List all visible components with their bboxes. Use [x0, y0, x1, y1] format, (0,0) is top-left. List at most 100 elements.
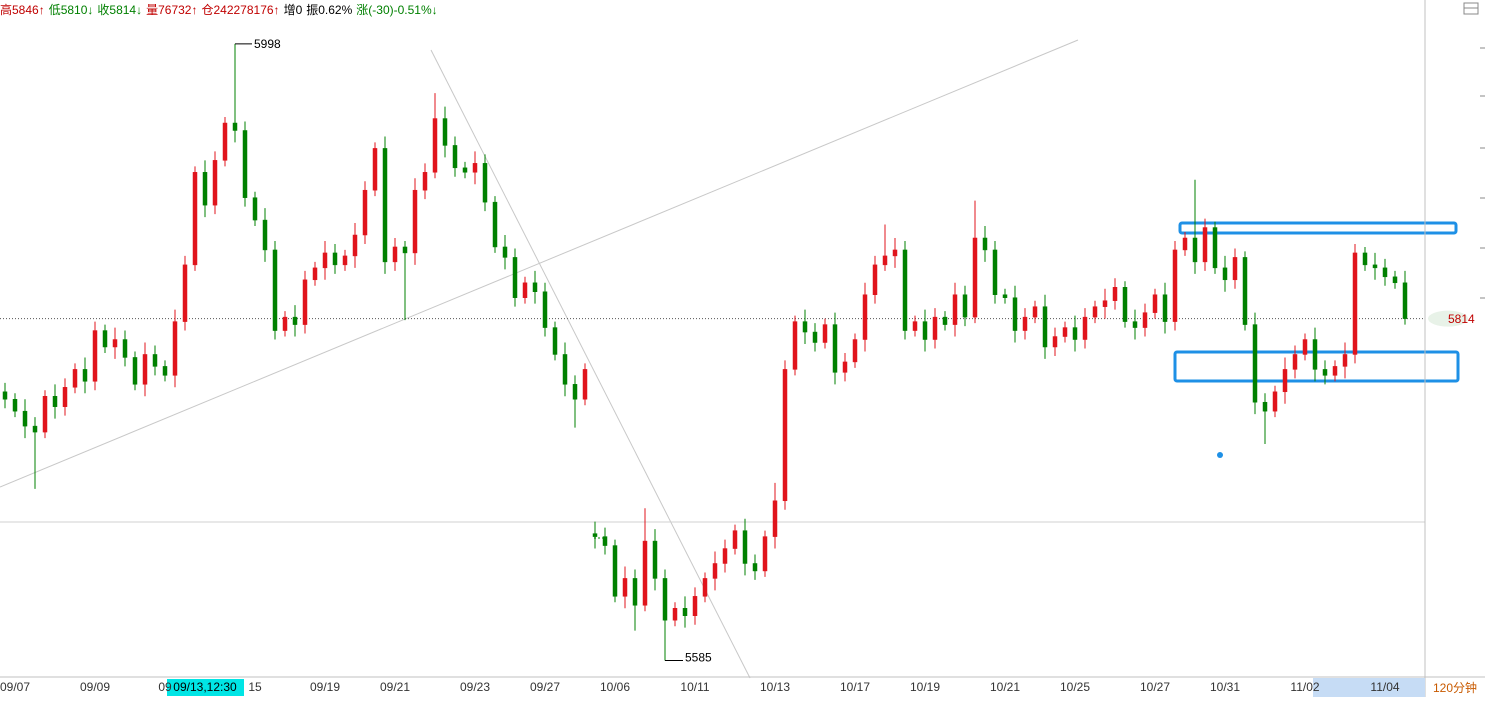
candle-body [1082, 316, 1088, 340]
candle-body [92, 330, 98, 382]
header-item: 低5810↓ [49, 3, 94, 17]
x-tick-label: 09/07 [0, 680, 30, 694]
candle-body [292, 316, 298, 325]
price-tag-bg [1428, 310, 1468, 327]
x-tick-label: 09 [158, 680, 172, 694]
x-tick-label: 09/09 [80, 680, 110, 694]
candle-body [852, 339, 858, 363]
candle-body [1002, 294, 1008, 298]
candle-body [172, 321, 178, 376]
candle-body [422, 172, 428, 191]
candle-body [972, 237, 978, 318]
x-tick-label: 10/27 [1140, 680, 1170, 694]
candle-body [1182, 237, 1188, 251]
candle-body [1052, 336, 1058, 348]
candle-body [612, 545, 618, 597]
candle-body [1192, 237, 1198, 263]
candle-body [312, 267, 318, 281]
header-item: 量76732↑ [146, 3, 197, 17]
candle-body [882, 255, 888, 266]
period-box [1426, 678, 1485, 697]
candle-body [432, 118, 438, 173]
x-tick-label: 09/19 [310, 680, 340, 694]
header-item: 振0.62% [306, 3, 352, 17]
candle-body [1272, 391, 1278, 412]
candle-body [552, 327, 558, 355]
candle-body [792, 321, 798, 370]
candle-body [1302, 339, 1308, 355]
candle-body [1172, 249, 1178, 322]
candle-body [692, 596, 698, 616]
candle-body [1152, 294, 1158, 313]
candle-body [262, 219, 268, 251]
candle-body [1072, 327, 1078, 340]
candle-body [1312, 339, 1318, 370]
candle-body [542, 291, 548, 328]
candle-body [1092, 306, 1098, 318]
candle-body [222, 122, 228, 161]
candle-body [382, 148, 388, 263]
cursor-label-box [167, 679, 244, 696]
candle-body [1282, 369, 1288, 393]
candle-body [322, 252, 328, 269]
candle-body [902, 249, 908, 331]
candle-body [672, 608, 678, 621]
candle-body [1032, 306, 1038, 318]
candle-body [392, 246, 398, 263]
x-tick-label: 10/11 [680, 680, 709, 694]
candle-body [1332, 366, 1338, 376]
candle-body [532, 282, 538, 292]
candle-body [42, 396, 48, 433]
marker-dot [1217, 452, 1223, 458]
candle-body [402, 246, 408, 254]
candle-body [452, 145, 458, 169]
candle-body [302, 279, 308, 325]
candle-body [982, 237, 988, 251]
x-tick-label: 09/27 [530, 680, 560, 694]
candle-body [342, 255, 348, 266]
candle-body [2, 391, 8, 400]
candle-body [932, 316, 938, 340]
candle-body [492, 201, 498, 248]
x-tick-label: 10/19 [910, 680, 940, 694]
candle-body [752, 563, 758, 572]
candle-body [212, 160, 218, 206]
candle-body [122, 339, 128, 358]
candle-body [862, 294, 868, 340]
candle-body [412, 189, 418, 254]
candle-body [372, 148, 378, 191]
candle-body [482, 163, 488, 203]
candle-body [842, 361, 848, 373]
candle-body [1342, 354, 1348, 367]
header-item: 仓242278176↑ [201, 3, 279, 17]
candle-body [332, 252, 338, 266]
axis-highlight [1313, 678, 1425, 697]
candle-body [952, 294, 958, 325]
candle-body [1242, 257, 1248, 325]
candle-body [112, 339, 118, 348]
candle-body [1202, 227, 1208, 263]
candle-body [1022, 316, 1028, 331]
candle-body [632, 578, 638, 606]
candle-body [32, 425, 38, 433]
candle-body [22, 410, 28, 427]
candle-body [1062, 327, 1068, 337]
candle-body [1162, 294, 1168, 322]
x-tick-label: 15 [248, 680, 262, 694]
candle-body [502, 246, 508, 258]
candle-body [642, 540, 648, 606]
candle-body [1322, 369, 1328, 376]
candle-body [202, 172, 208, 206]
header-item: 收5814↓ [97, 3, 142, 17]
candle-body [822, 324, 828, 343]
candle-body [442, 118, 448, 146]
period-label: 120分钟 [1433, 680, 1477, 695]
candle-body [812, 331, 818, 343]
right-axis-ticks [1480, 47, 1485, 299]
candle-body [1262, 401, 1268, 412]
candle-body [472, 163, 478, 173]
candle-body [942, 316, 948, 325]
candle-body [732, 530, 738, 549]
